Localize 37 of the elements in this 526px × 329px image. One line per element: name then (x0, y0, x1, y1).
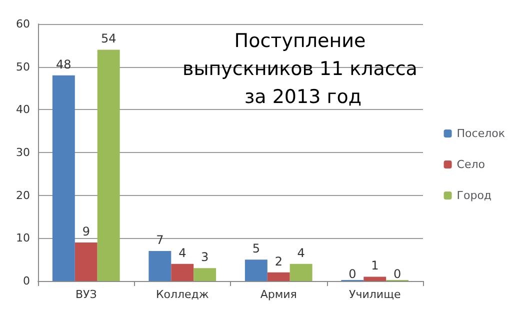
x-tick-label: Училище (349, 288, 401, 301)
x-tick-label: ВУЗ (75, 288, 97, 301)
data-label: 0 (348, 267, 356, 281)
data-label: 0 (394, 267, 402, 281)
bar (171, 264, 194, 281)
data-label: 9 (82, 224, 90, 238)
data-label: 7 (156, 233, 164, 248)
data-label: 48 (56, 57, 72, 72)
text: Поступление выпускников 11 класса за 2013 год (182, 30, 424, 108)
legend-label: Город (456, 189, 492, 202)
x-tick-label: Колледж (156, 288, 209, 301)
bar (148, 251, 172, 281)
bar (74, 242, 98, 281)
y-tick-label: 60 (16, 18, 30, 30)
y-tick-label: 20 (16, 188, 30, 202)
data-label: 4 (297, 246, 305, 260)
bar (97, 50, 120, 281)
legend-label: Село (456, 158, 486, 171)
x-tick-label: Армия (260, 288, 297, 301)
y-tick-label: 10 (16, 232, 30, 245)
data-label: 1 (371, 258, 379, 273)
bar (290, 264, 312, 281)
y-tick-label: 40 (16, 103, 30, 116)
legend-label: Поселок (456, 127, 506, 140)
bar (194, 268, 216, 281)
data-label: 54 (100, 32, 116, 46)
data-label: 2 (274, 254, 282, 268)
data-label: 5 (252, 242, 260, 256)
bar (244, 260, 268, 281)
bar (267, 272, 290, 281)
data-label: 4 (178, 246, 186, 260)
y-tick-label: 50 (16, 60, 30, 74)
y-tick-label: 0 (23, 274, 30, 288)
bar (52, 75, 75, 281)
data-label: 3 (201, 250, 209, 264)
y-tick-label: 30 (16, 146, 30, 159)
bar (364, 276, 386, 281)
